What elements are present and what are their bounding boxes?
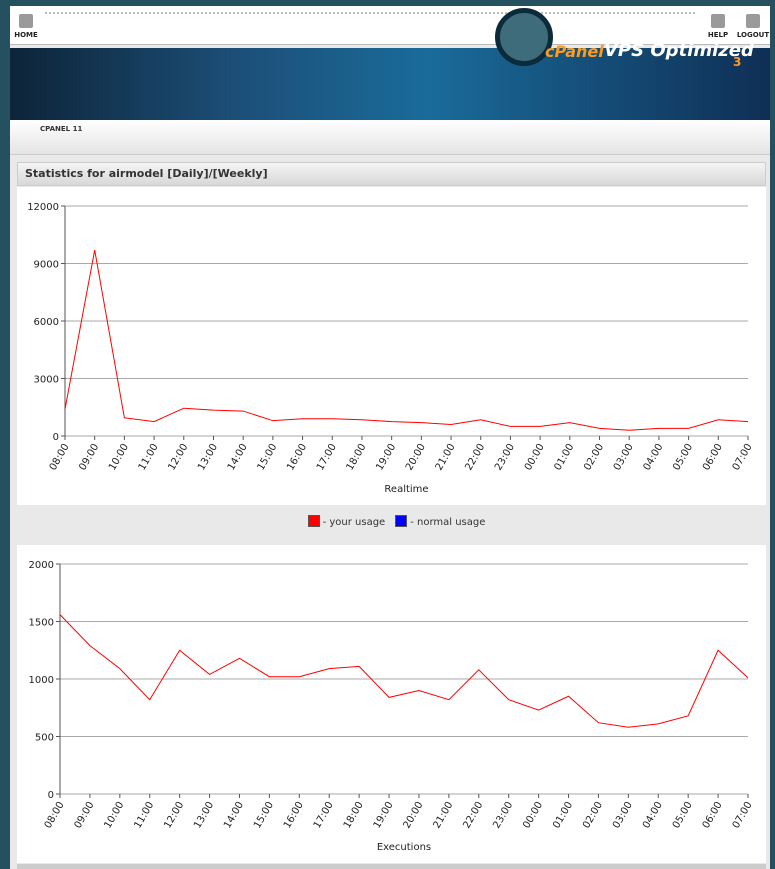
x-tick-label: 10:00: [102, 800, 126, 830]
x-tick-label: 23:00: [491, 800, 515, 830]
home-label: HOME: [14, 31, 38, 39]
help-link[interactable]: HELP: [704, 14, 732, 39]
x-tick-label: 06:00: [701, 800, 725, 830]
home-link[interactable]: HOME: [12, 14, 40, 39]
x-axis-label: Executions: [377, 842, 431, 853]
x-tick-label: 00:00: [523, 442, 547, 472]
x-tick-label: 11:00: [132, 800, 156, 830]
x-tick-label: 09:00: [73, 800, 97, 830]
legend-label: - your usage: [322, 517, 386, 528]
y-tick-label: 0: [48, 790, 54, 801]
x-tick-label: 22:00: [461, 800, 485, 830]
y-tick-label: 6000: [34, 317, 59, 328]
x-tick-label: 23:00: [493, 442, 517, 472]
x-tick-label: 17:00: [312, 800, 336, 830]
logout-icon: [746, 14, 760, 28]
x-tick-label: 10:00: [107, 442, 131, 472]
x-tick-label: 03:00: [611, 800, 635, 830]
panel-header: Statistics for airmodel [Daily]/[Weekly]: [17, 162, 766, 186]
x-axis-label: Realtime: [384, 484, 428, 495]
x-tick-label: 14:00: [226, 442, 250, 472]
x-tick-label: 04:00: [641, 800, 665, 830]
x-tick-label: 22:00: [463, 442, 487, 472]
x-tick-label: 14:00: [222, 800, 246, 830]
x-tick-label: 16:00: [282, 800, 306, 830]
x-tick-label: 19:00: [372, 800, 396, 830]
x-tick-label: 20:00: [402, 800, 426, 830]
x-tick-label: 07:00: [731, 800, 755, 830]
x-tick-label: 02:00: [581, 800, 605, 830]
x-tick-label: 08:00: [43, 800, 67, 830]
data-line: [59, 614, 749, 728]
logout-label: LOGOUT: [736, 31, 770, 39]
y-tick-label: 1500: [29, 618, 54, 629]
x-tick-label: 13:00: [196, 442, 220, 472]
x-tick-label: 11:00: [137, 442, 161, 472]
x-tick-label: 04:00: [642, 442, 666, 472]
x-tick-label: 17:00: [315, 442, 339, 472]
home-icon: [19, 14, 33, 28]
product: VPS Optimized: [604, 40, 754, 61]
nav-divider: [45, 12, 695, 14]
x-tick-label: 05:00: [671, 800, 695, 830]
brand: cPanel: [545, 42, 604, 61]
help-label: HELP: [707, 31, 729, 39]
y-tick-label: 500: [35, 733, 54, 744]
x-tick-label: 21:00: [434, 442, 458, 472]
y-tick-label: 3000: [34, 375, 59, 386]
x-tick-label: 05:00: [671, 442, 695, 472]
scrollbar: [17, 864, 766, 869]
x-tick-label: 19:00: [374, 442, 398, 472]
x-tick-label: 02:00: [582, 442, 606, 472]
x-tick-label: 12:00: [166, 442, 190, 472]
chart: 0 500 1000 1500 2000 08:00 09:00 10:00 11:00 12:0…: [17, 545, 766, 863]
x-tick-label: 09:00: [77, 442, 101, 472]
daily-link[interactable]: [Daily]: [167, 167, 209, 180]
x-tick-label: 18:00: [345, 442, 369, 472]
header-title: Statistics for airmodel: [25, 167, 164, 180]
y-tick-label: 2000: [29, 560, 54, 571]
chart: 0 3000 6000 9000 12000 08:00 09:00 10:00 11:00 12…: [17, 187, 766, 505]
logo: [495, 8, 553, 66]
x-tick-label: 15:00: [252, 800, 276, 830]
x-tick-label: 06:00: [701, 442, 725, 472]
x-tick-label: 07:00: [731, 442, 755, 472]
y-tick-label: 12000: [27, 202, 59, 213]
x-tick-label: 08:00: [48, 442, 72, 472]
version: 3: [733, 55, 742, 69]
y-tick-label: 9000: [34, 260, 59, 271]
legend-swatch: [395, 515, 408, 527]
legend-label: - normal usage: [410, 517, 486, 528]
x-tick-label: 18:00: [342, 800, 366, 830]
data-line: [64, 249, 749, 431]
logout-link[interactable]: LOGOUT: [736, 14, 770, 39]
x-tick-label: 15:00: [256, 442, 280, 472]
help-icon: [711, 14, 725, 28]
x-tick-label: 01:00: [551, 800, 575, 830]
separator: /: [208, 167, 213, 180]
tab-bar: [10, 120, 770, 155]
x-tick-label: 00:00: [521, 800, 545, 830]
x-tick-label: 12:00: [162, 800, 186, 830]
banner: [10, 48, 770, 120]
y-tick-label: 1000: [29, 675, 54, 686]
x-tick-label: 13:00: [192, 800, 216, 830]
legend: - your usage - normal usage: [17, 515, 766, 528]
legend-swatch: [307, 515, 320, 527]
tab[interactable]: CPANEL 11: [40, 125, 83, 133]
x-tick-label: 01:00: [552, 442, 576, 472]
x-tick-label: 20:00: [404, 442, 428, 472]
y-tick-label: 0: [53, 432, 59, 443]
x-tick-label: 21:00: [432, 800, 456, 830]
weekly-link[interactable]: [Weekly]: [212, 167, 268, 180]
x-tick-label: 16:00: [285, 442, 309, 472]
x-tick-label: 03:00: [612, 442, 636, 472]
